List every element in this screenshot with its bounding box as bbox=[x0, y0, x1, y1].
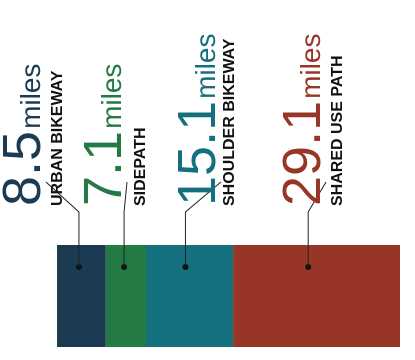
bar-segment-shared-use-path bbox=[233, 245, 400, 347]
bar-segment-sidepath bbox=[105, 245, 147, 347]
bar-segment-shoulder-bikeway bbox=[146, 245, 234, 347]
value-label-urban-bikeway: 8.5miles bbox=[0, 64, 52, 206]
leader-line-urban-bikeway bbox=[45, 181, 80, 267]
value-label-sidepath: 7.1miles bbox=[73, 64, 133, 206]
category-label-shoulder-bikeway: SHOULDER BIKEWAY bbox=[221, 38, 238, 206]
category-label-sidepath: SIDEPATH bbox=[132, 127, 149, 206]
value-label-shoulder-bikeway: 15.1miles bbox=[167, 34, 227, 206]
leader-line-shoulder-bikeway bbox=[184, 181, 222, 267]
leader-line-shared-use-path bbox=[307, 181, 327, 267]
leader-line-sidepath bbox=[123, 181, 128, 267]
category-label-urban-bikeway: URBAN BIKEWAY bbox=[49, 70, 66, 206]
value-label-shared-use-path: 29.1miles bbox=[272, 34, 332, 206]
category-label-shared-use-path: SHARED USE PATH bbox=[329, 55, 346, 206]
bar-segment-urban-bikeway bbox=[57, 245, 106, 347]
